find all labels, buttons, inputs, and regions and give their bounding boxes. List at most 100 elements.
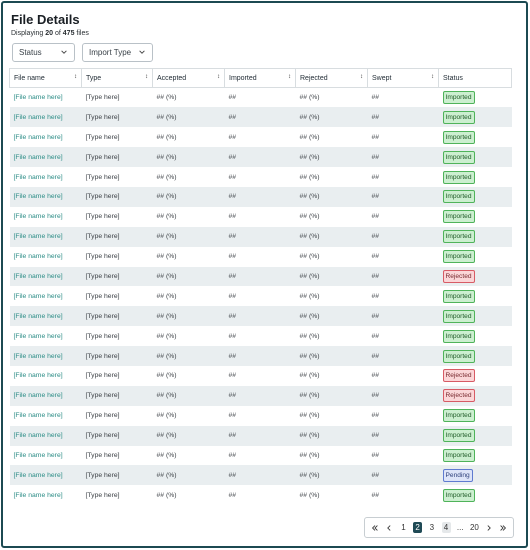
table-row: [File name here] [Type here] ## (%) ## ## (%… xyxy=(10,485,512,505)
sort-icon[interactable]: ↕ xyxy=(145,74,148,80)
imported-cell: ## xyxy=(224,465,296,486)
file-name-link[interactable]: [File name here] xyxy=(13,133,63,141)
sort-icon[interactable]: ↕ xyxy=(217,74,220,80)
table-row: [File name here] [Type here] ## (%) ## ## (%… xyxy=(10,247,512,267)
swept-cell: ## xyxy=(367,147,439,168)
file-name-link[interactable]: [File name here] xyxy=(9,465,82,486)
page-button-1[interactable]: 1 xyxy=(401,523,406,532)
import-type-filter-dropdown[interactable]: Import Type xyxy=(82,43,153,62)
accepted-cell: ## (%) xyxy=(152,226,225,247)
page-button-last[interactable]: 20 xyxy=(469,523,479,532)
table-row: [File name here] [Type here] ## (%) ## ## (%… xyxy=(10,326,512,346)
sort-icon[interactable]: ↕ xyxy=(74,74,77,80)
file-name-link[interactable]: [File name here] xyxy=(9,346,82,366)
rejected-cell: ## (%) xyxy=(295,385,368,406)
type-cell: [Type here] xyxy=(81,346,153,366)
column-header-file-name[interactable]: File name ↕ xyxy=(9,68,82,88)
file-name-link[interactable]: [File name here] xyxy=(9,385,82,406)
file-name-link[interactable]: [File name here] xyxy=(9,107,82,128)
column-header-imported[interactable]: Imported ↕ xyxy=(224,68,296,88)
page-ellipsis: ... xyxy=(456,523,464,532)
page-button-3[interactable]: 3 xyxy=(429,523,435,532)
status-cell: Rejected xyxy=(438,385,512,406)
file-name-link[interactable]: [File name here] xyxy=(13,213,63,221)
file-name-link[interactable]: [File name here] xyxy=(9,306,82,327)
last-page-icon[interactable] xyxy=(498,522,507,533)
type-cell: [Type here] xyxy=(85,372,120,380)
file-name-link[interactable]: [File name here] xyxy=(9,266,82,287)
imported-cell: ## xyxy=(228,94,237,102)
status-cell: Rejected xyxy=(438,266,512,287)
first-page-icon[interactable] xyxy=(371,522,380,533)
file-name-link[interactable]: [File name here] xyxy=(13,94,63,102)
status-cell: Rejected xyxy=(439,366,512,386)
column-header-rejected[interactable]: Rejected ↕ xyxy=(295,68,368,88)
table-row: [File name here] [Type here] ## (%) ## ## (%… xyxy=(10,127,512,147)
rejected-cell: ## (%) xyxy=(299,451,320,459)
column-header-type[interactable]: Type ↕ xyxy=(81,68,153,88)
column-header-swept[interactable]: Swept ↕ xyxy=(367,68,439,88)
file-name-link[interactable]: [File name here] xyxy=(9,147,82,168)
file-name-link[interactable]: [File name here] xyxy=(13,173,63,181)
page-button-current[interactable]: 2 xyxy=(413,522,423,533)
accepted-cell: ## (%) xyxy=(156,491,177,499)
accepted-cell: ## (%) xyxy=(156,94,177,102)
status-cell: Imported xyxy=(439,406,512,426)
next-page-icon[interactable] xyxy=(484,522,493,533)
imported-cell: ## xyxy=(228,292,237,300)
imported-cell: ## xyxy=(224,147,296,168)
file-name-link[interactable]: [File name here] xyxy=(9,226,82,247)
imported-cell: ## xyxy=(228,213,237,221)
swept-cell: ## xyxy=(371,412,380,420)
rejected-cell: ## (%) xyxy=(299,213,320,221)
type-cell: [Type here] xyxy=(85,412,120,420)
imported-cell: ## xyxy=(228,412,237,420)
previous-page-icon[interactable] xyxy=(385,522,394,533)
page-button-4[interactable]: 4 xyxy=(441,522,451,533)
file-name-link[interactable]: [File name here] xyxy=(13,372,63,380)
status-filter-label: Status xyxy=(19,48,42,57)
swept-cell: ## xyxy=(371,292,380,300)
accepted-cell: ## (%) xyxy=(152,425,225,446)
table-row: [File name here] [Type here] ## (%) ## ## (%… xyxy=(9,226,512,247)
status-badge: Rejected xyxy=(442,269,475,283)
type-cell: [Type here] xyxy=(81,226,153,247)
swept-cell: ## xyxy=(367,385,439,406)
swept-cell: ## xyxy=(367,425,439,446)
status-cell: Imported xyxy=(439,446,512,466)
file-name-link[interactable]: [File name here] xyxy=(9,425,82,446)
status-badge: Imported xyxy=(442,250,475,264)
file-name-link[interactable]: [File name here] xyxy=(13,491,63,499)
file-name-link[interactable]: [File name here] xyxy=(13,253,63,261)
type-cell: [Type here] xyxy=(85,213,120,221)
accepted-cell: ## (%) xyxy=(156,332,177,340)
rejected-cell: ## (%) xyxy=(299,292,320,300)
accepted-cell: ## (%) xyxy=(152,147,225,168)
imported-cell: ## xyxy=(224,266,296,287)
type-cell: [Type here] xyxy=(85,332,120,340)
imported-cell: ## xyxy=(228,332,237,340)
file-name-link[interactable]: [File name here] xyxy=(13,412,63,420)
sort-icon[interactable]: ↕ xyxy=(288,74,291,80)
swept-cell: ## xyxy=(367,107,439,128)
sort-icon[interactable]: ↕ xyxy=(431,74,434,80)
status-cell: Imported xyxy=(439,127,512,147)
type-cell: [Type here] xyxy=(85,491,120,499)
file-name-link[interactable]: [File name here] xyxy=(13,451,63,459)
status-badge: Imported xyxy=(442,409,475,423)
file-name-link[interactable]: [File name here] xyxy=(13,292,63,300)
status-badge: Rejected xyxy=(442,389,475,403)
column-header-accepted[interactable]: Accepted ↕ xyxy=(152,68,225,88)
imported-cell: ## xyxy=(228,372,237,380)
status-cell: Imported xyxy=(438,346,512,366)
rejected-cell: ## (%) xyxy=(295,465,368,486)
status-cell: Imported xyxy=(438,147,512,168)
file-name-link[interactable]: [File name here] xyxy=(13,332,63,340)
imported-cell: ## xyxy=(224,306,296,327)
sort-icon[interactable]: ↕ xyxy=(360,74,363,80)
rejected-cell: ## (%) xyxy=(299,253,320,261)
status-filter-dropdown[interactable]: Status xyxy=(12,43,75,62)
type-cell: [Type here] xyxy=(81,465,153,486)
table-row: [File name here] [Type here] ## (%) ## ## (%… xyxy=(10,446,512,466)
file-name-link[interactable]: [File name here] xyxy=(9,186,82,207)
